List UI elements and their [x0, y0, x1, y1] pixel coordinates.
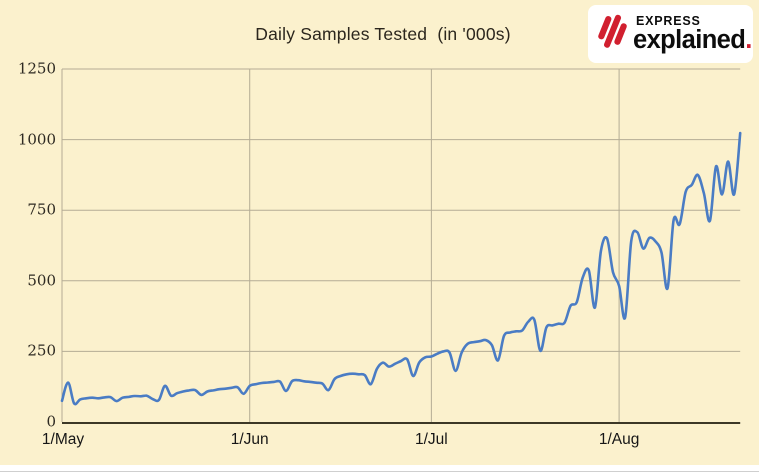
y-tick-label: 500: [27, 271, 56, 290]
series-line: [60, 131, 742, 406]
x-tick-label: 1/Aug: [598, 431, 640, 448]
y-tick-label: 1250: [17, 59, 56, 78]
x-tick-label: 1/Jun: [230, 431, 269, 448]
logo-explained-label: explained.: [633, 26, 752, 54]
x-tick-label: 1/May: [41, 431, 85, 448]
x-tick-label: 1/Jul: [415, 431, 448, 448]
y-tick-label: 0: [46, 412, 56, 431]
logo-express-label: EXPRESS: [636, 13, 701, 28]
logo-text: EXPRESS explained.: [633, 13, 752, 54]
y-tick-label: 250: [27, 342, 56, 361]
indian-express-flame-icon: [596, 10, 630, 59]
y-tick-label: 750: [27, 200, 56, 219]
bottom-strip: [0, 465, 759, 472]
logo-red-dot: .: [745, 26, 752, 54]
express-explained-logo: EXPRESS explained.: [588, 5, 753, 63]
logo-explained-word: explained: [633, 26, 746, 54]
chart-title: Daily Samples Tested (in '000s): [255, 24, 511, 44]
y-tick-label: 1000: [17, 130, 56, 149]
